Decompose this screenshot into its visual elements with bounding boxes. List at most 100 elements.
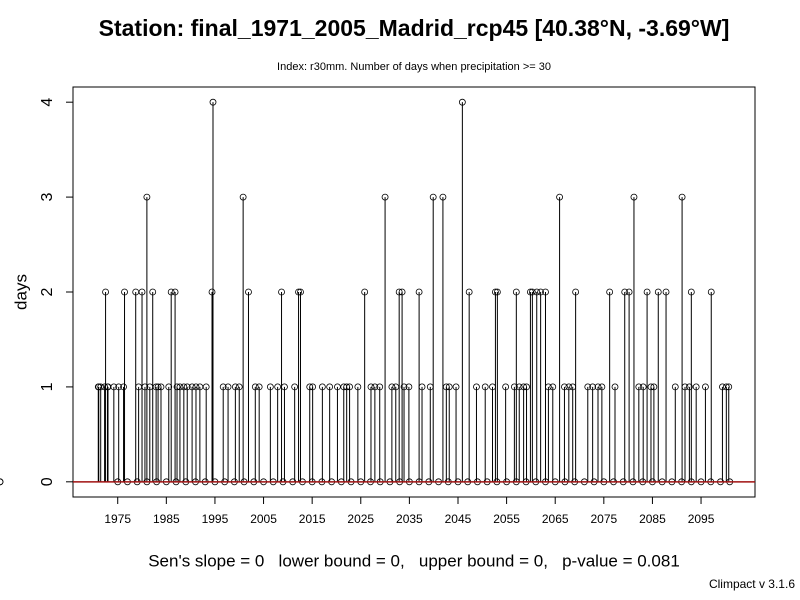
- point: [635, 383, 643, 391]
- point: [188, 383, 196, 391]
- point: [0, 478, 4, 486]
- point: [654, 288, 662, 296]
- x-tick-label: 2025: [347, 512, 374, 526]
- x-tick-label: 2085: [639, 512, 666, 526]
- point: [165, 383, 173, 391]
- x-tick-label: 1985: [153, 512, 180, 526]
- point: [515, 383, 523, 391]
- point: [639, 383, 647, 391]
- x-tick-label: 2075: [590, 512, 617, 526]
- point: [157, 383, 165, 391]
- point: [621, 288, 629, 296]
- x-tick-label: 2065: [542, 512, 569, 526]
- point: [120, 383, 127, 391]
- point: [274, 383, 282, 391]
- point: [183, 383, 191, 391]
- point: [512, 288, 520, 296]
- point: [281, 383, 288, 391]
- point: [209, 98, 217, 106]
- point: [707, 288, 715, 296]
- point: [492, 288, 499, 296]
- x-tick-label: 2035: [396, 512, 423, 526]
- point: [692, 383, 700, 391]
- point: [295, 288, 302, 296]
- point: [594, 383, 602, 391]
- point: [138, 288, 146, 296]
- point: [149, 288, 157, 296]
- point: [415, 288, 423, 296]
- point: [192, 383, 200, 391]
- x-tick-label: 1975: [104, 512, 131, 526]
- point: [376, 383, 384, 391]
- point: [489, 383, 496, 391]
- chart-title: Station: final_1971_2005_Madrid_rcp45 [4…: [99, 15, 730, 41]
- point: [429, 193, 437, 201]
- point: [445, 383, 453, 391]
- point: [141, 383, 149, 391]
- point: [630, 193, 638, 201]
- point: [598, 383, 606, 391]
- point: [685, 383, 693, 391]
- y-axis-label: days: [11, 274, 30, 310]
- point: [219, 383, 227, 391]
- point: [309, 383, 317, 391]
- point: [167, 288, 175, 296]
- point: [231, 383, 239, 391]
- x-tick-label: 2095: [688, 512, 715, 526]
- point: [473, 383, 480, 391]
- point: [589, 383, 597, 391]
- point: [662, 288, 670, 296]
- point: [625, 288, 633, 296]
- point: [481, 383, 489, 391]
- point: [687, 288, 695, 296]
- y-tick-label: 3: [39, 193, 56, 202]
- point: [392, 383, 400, 391]
- point: [102, 288, 109, 296]
- point: [502, 383, 510, 391]
- point: [104, 383, 112, 391]
- point: [722, 383, 730, 391]
- point: [523, 383, 530, 391]
- point: [381, 193, 389, 201]
- point: [224, 383, 232, 391]
- point: [542, 288, 549, 296]
- point: [278, 288, 285, 296]
- y-tick-label: 2: [39, 287, 56, 296]
- x-tick-label: 2005: [250, 512, 277, 526]
- point: [561, 383, 568, 391]
- point: [245, 288, 252, 296]
- point: [152, 383, 160, 391]
- x-tick-label: 1995: [202, 512, 229, 526]
- x-tick-label: 2045: [445, 512, 472, 526]
- point: [94, 383, 102, 391]
- point: [439, 193, 447, 201]
- point: [326, 383, 334, 391]
- point: [528, 288, 536, 296]
- point: [533, 288, 541, 296]
- point: [549, 383, 557, 391]
- point: [346, 383, 353, 391]
- x-tick-label: 2055: [493, 512, 520, 526]
- point: [556, 193, 563, 201]
- point: [239, 193, 247, 201]
- point: [398, 288, 406, 296]
- point: [121, 288, 128, 296]
- point: [405, 383, 413, 391]
- y-tick-label: 0: [39, 477, 56, 486]
- point: [202, 383, 210, 391]
- point: [493, 288, 501, 296]
- point: [143, 193, 151, 201]
- point: [361, 288, 369, 296]
- point: [671, 383, 679, 391]
- point: [171, 288, 179, 296]
- point: [569, 383, 577, 391]
- point: [400, 383, 408, 391]
- point: [611, 383, 619, 391]
- y-tick-label: 1: [39, 382, 56, 391]
- point: [97, 383, 105, 391]
- point: [650, 383, 658, 391]
- point: [572, 288, 580, 296]
- point: [681, 383, 689, 391]
